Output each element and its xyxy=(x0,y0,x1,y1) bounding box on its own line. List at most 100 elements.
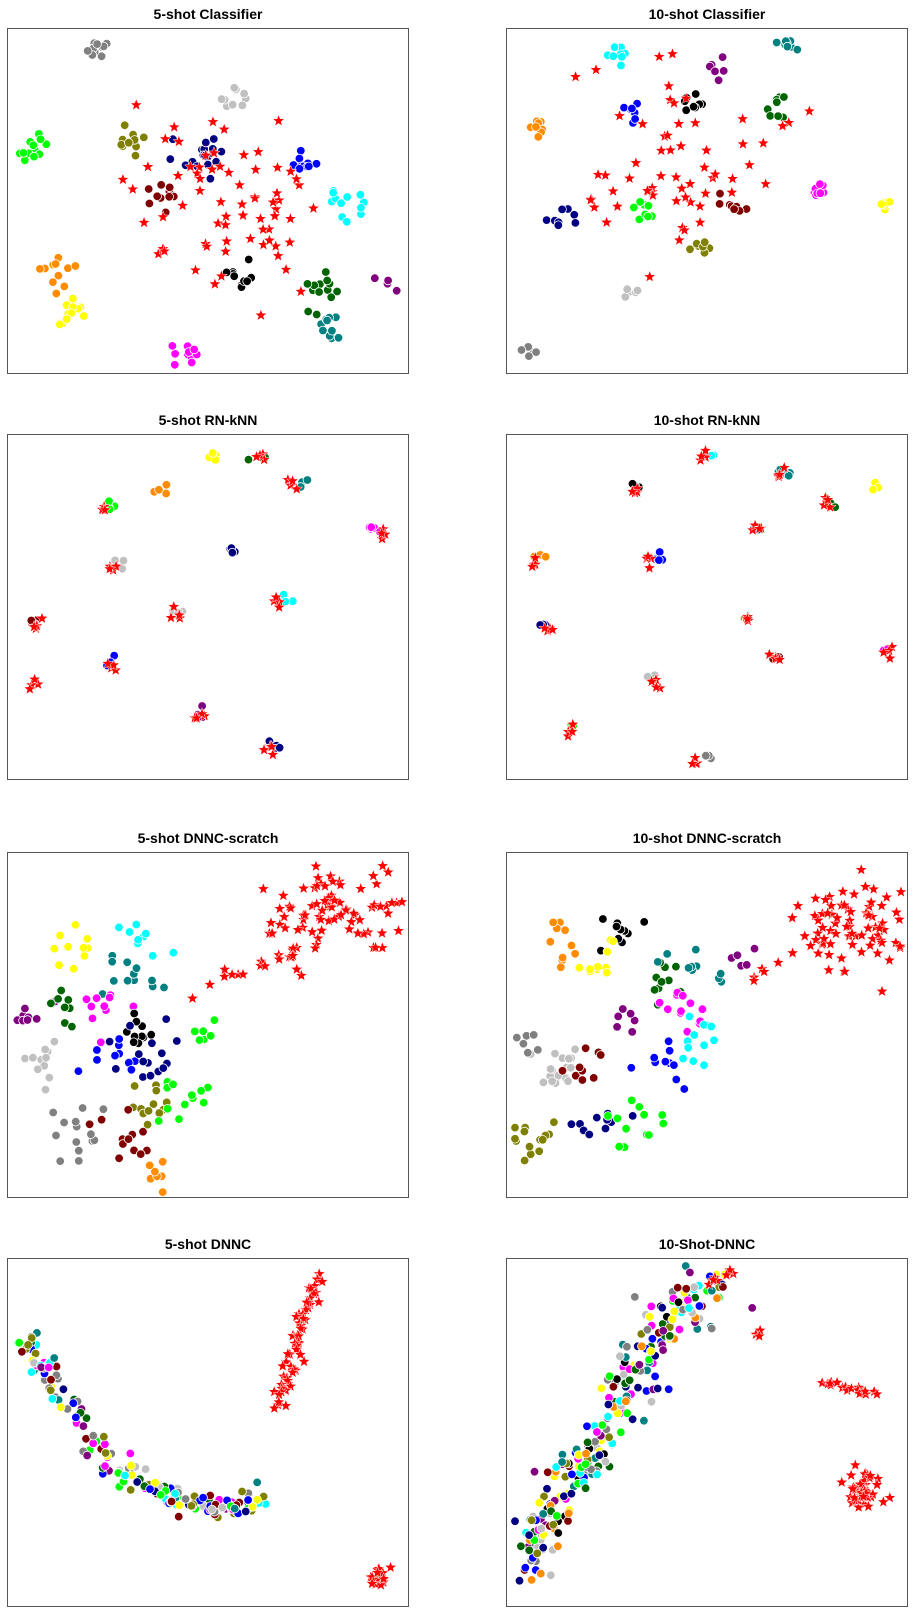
star-point xyxy=(872,921,887,935)
star-point xyxy=(373,899,388,913)
data-point xyxy=(125,1448,136,1459)
star-point xyxy=(875,984,889,997)
data-point xyxy=(82,1450,92,1461)
data-point xyxy=(592,1469,602,1480)
data-point xyxy=(665,1331,675,1341)
star-point xyxy=(279,262,293,276)
data-point xyxy=(654,555,664,565)
data-point xyxy=(512,1032,522,1043)
data-point xyxy=(81,994,92,1005)
star-point xyxy=(862,908,876,921)
star-point xyxy=(200,239,214,253)
scatter-plot xyxy=(13,1266,398,1591)
data-point xyxy=(765,111,775,121)
star-point xyxy=(172,608,186,621)
data-point xyxy=(632,285,643,296)
star-point xyxy=(880,890,894,903)
star-point xyxy=(708,167,722,180)
star-point xyxy=(333,878,348,891)
data-point xyxy=(533,1045,543,1055)
data-point xyxy=(597,1420,608,1430)
star-point xyxy=(803,938,818,952)
data-point xyxy=(566,1119,577,1129)
star-point xyxy=(214,195,228,208)
star-point xyxy=(584,193,598,206)
data-point xyxy=(663,1036,674,1047)
star-point xyxy=(171,168,185,182)
data-point xyxy=(729,204,739,214)
data-point xyxy=(658,1326,668,1336)
star-point xyxy=(882,953,896,966)
data-point xyxy=(78,1421,89,1431)
data-point xyxy=(96,51,107,62)
star-point xyxy=(798,929,812,942)
data-point xyxy=(553,1541,563,1551)
data-point xyxy=(99,1431,109,1442)
data-point xyxy=(63,942,73,952)
star-point xyxy=(28,672,42,685)
star-point xyxy=(324,869,338,882)
data-point xyxy=(162,1103,173,1114)
data-point xyxy=(189,344,199,355)
data-point xyxy=(615,1351,625,1362)
data-point xyxy=(644,1312,655,1322)
data-point xyxy=(551,1462,561,1472)
star-point xyxy=(675,181,689,195)
data-point xyxy=(35,264,45,274)
data-point xyxy=(706,1323,717,1334)
data-point xyxy=(541,215,552,225)
star-point xyxy=(877,645,891,658)
data-point xyxy=(48,277,58,287)
data-point xyxy=(82,46,93,56)
data-point xyxy=(78,943,89,953)
star-point xyxy=(207,146,221,159)
data-point xyxy=(86,1001,97,1012)
star-point xyxy=(314,912,328,926)
data-point xyxy=(876,199,887,209)
data-point xyxy=(366,522,377,532)
data-point xyxy=(663,1384,674,1395)
star-point xyxy=(846,1481,860,1495)
star-point xyxy=(304,1281,318,1295)
data-point xyxy=(68,293,78,304)
data-point xyxy=(196,1086,206,1096)
star-point xyxy=(636,117,650,130)
data-point xyxy=(131,963,142,973)
star-point xyxy=(685,756,699,770)
star-point xyxy=(286,1365,300,1379)
star-point xyxy=(205,162,219,175)
data-point xyxy=(59,1117,69,1128)
star-point xyxy=(679,91,693,104)
scatter-plot xyxy=(23,447,392,761)
data-point xyxy=(154,1108,165,1118)
star-point xyxy=(327,893,342,907)
data-point xyxy=(630,114,640,124)
data-point xyxy=(138,1056,148,1067)
data-point xyxy=(519,1126,530,1137)
star-point xyxy=(249,162,263,176)
data-point xyxy=(634,1102,645,1112)
data-point xyxy=(49,943,60,954)
data-point xyxy=(626,1095,637,1106)
data-point xyxy=(714,199,725,209)
data-point xyxy=(145,1484,155,1494)
data-point xyxy=(539,1491,549,1502)
data-point xyxy=(581,1448,591,1459)
star-point xyxy=(267,1401,281,1414)
star-point xyxy=(893,939,907,952)
star-point xyxy=(622,171,637,185)
star-point xyxy=(844,904,858,918)
star-point xyxy=(272,600,286,613)
star-point xyxy=(867,882,881,895)
star-point xyxy=(366,868,380,882)
data-point xyxy=(194,1035,205,1045)
data-point xyxy=(332,286,342,297)
star-point xyxy=(310,897,324,910)
data-point xyxy=(643,211,653,222)
data-point xyxy=(779,92,789,102)
data-point xyxy=(564,1053,574,1064)
data-point xyxy=(147,975,157,986)
data-point xyxy=(327,326,337,336)
star-point xyxy=(214,269,228,282)
data-point xyxy=(611,921,622,932)
